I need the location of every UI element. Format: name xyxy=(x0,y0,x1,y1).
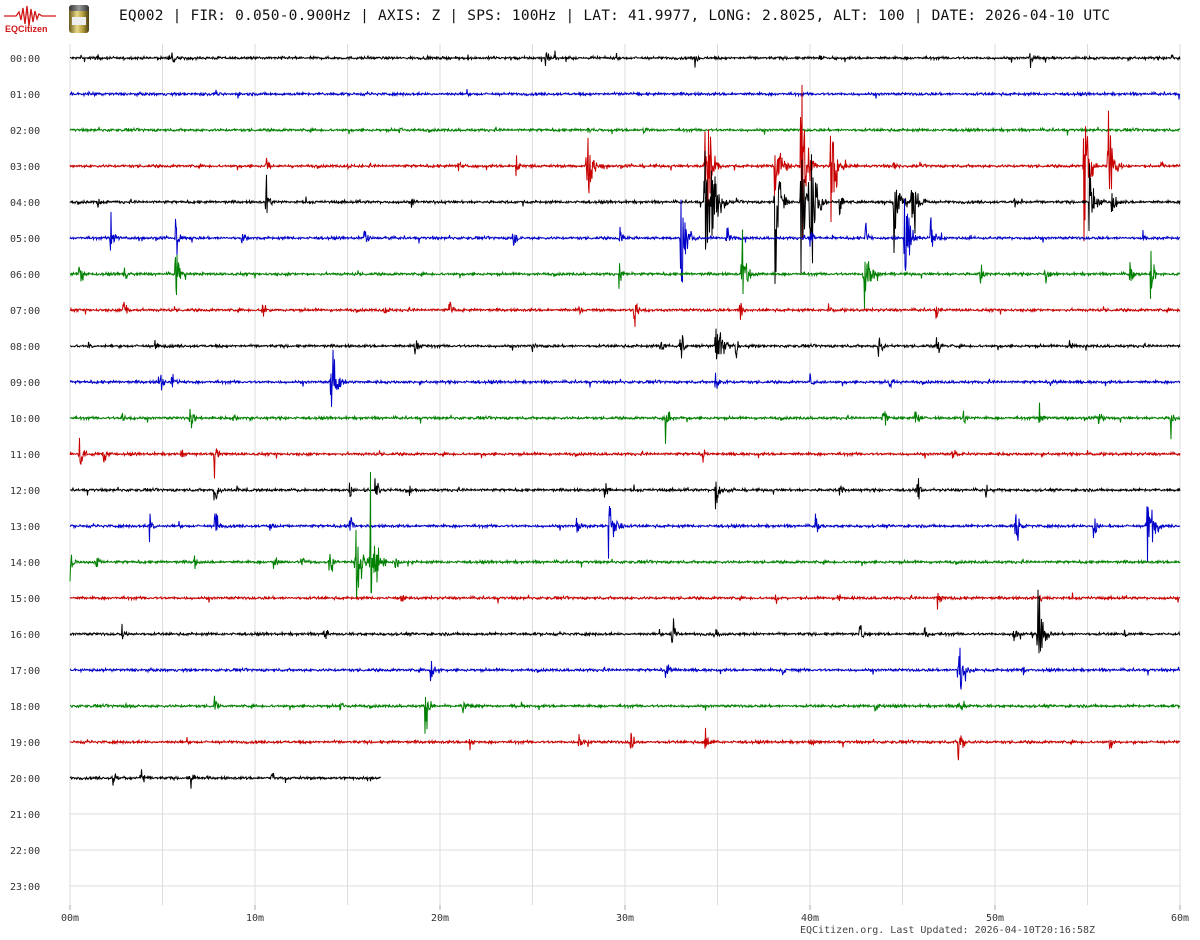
row-label: 17:00 xyxy=(10,666,40,677)
seismic-trace-0100 xyxy=(69,88,1181,100)
row-label: 09:00 xyxy=(10,378,40,389)
seismic-trace-1800 xyxy=(69,695,1181,734)
x-tick-label: 30m xyxy=(616,913,634,924)
row-label: 23:00 xyxy=(10,882,40,893)
seismic-trace-0300 xyxy=(69,84,1181,242)
waveform-logo-icon xyxy=(4,5,56,27)
seismic-trace-1900 xyxy=(69,727,1181,761)
row-label: 08:00 xyxy=(10,342,40,353)
row-label: 12:00 xyxy=(10,486,40,497)
row-label: 21:00 xyxy=(10,810,40,821)
row-label: 19:00 xyxy=(10,738,40,749)
row-label: 07:00 xyxy=(10,306,40,317)
row-label: 18:00 xyxy=(10,702,40,713)
seismic-trace-2000 xyxy=(69,769,381,789)
row-label: 22:00 xyxy=(10,846,40,857)
seismic-trace-1700 xyxy=(69,647,1181,690)
row-label: 03:00 xyxy=(10,162,40,173)
last-updated-footer: EQCitizen.org. Last Updated: 2026-04-10T… xyxy=(800,925,1096,936)
chart-title: EQ002 | FIR: 0.050-0.900Hz | AXIS: Z | S… xyxy=(119,8,1111,24)
x-tick-label: 40m xyxy=(801,913,819,924)
seismic-trace-1200 xyxy=(69,478,1181,510)
x-tick-label: 00m xyxy=(61,913,79,924)
seismic-trace-1000 xyxy=(69,402,1181,444)
row-label: 20:00 xyxy=(10,774,40,785)
row-label: 16:00 xyxy=(10,630,40,641)
seismic-trace-0600 xyxy=(69,229,1181,309)
seismic-trace-1500 xyxy=(69,592,1180,610)
seismic-trace-0800 xyxy=(70,328,1181,360)
row-label: 05:00 xyxy=(10,234,40,245)
x-tick-label: 60m xyxy=(1171,913,1189,924)
x-tick-label: 10m xyxy=(246,913,264,924)
x-tick-label: 50m xyxy=(986,913,1004,924)
row-label: 06:00 xyxy=(10,270,40,281)
row-label: 01:00 xyxy=(10,90,40,101)
seismic-trace-0000 xyxy=(69,50,1181,69)
row-label: 13:00 xyxy=(10,522,40,533)
seismic-trace-1100 xyxy=(69,437,1181,479)
seismic-trace-0900 xyxy=(69,349,1181,407)
seismometer-sensor-icon xyxy=(69,5,89,33)
row-label: 04:00 xyxy=(10,198,40,209)
seismic-trace-0700 xyxy=(69,301,1181,327)
row-label: 11:00 xyxy=(10,450,40,461)
row-label: 15:00 xyxy=(10,594,40,605)
row-label: 00:00 xyxy=(10,54,40,65)
row-label: 14:00 xyxy=(10,558,40,569)
seismic-trace-1600 xyxy=(69,589,1181,654)
eqcitizen-logo xyxy=(4,4,56,36)
row-label: 02:00 xyxy=(10,126,40,137)
logo-text: EQCitizen xyxy=(5,24,48,34)
row-label: 10:00 xyxy=(10,414,40,425)
x-tick-label: 20m xyxy=(431,913,449,924)
seismic-trace-0500 xyxy=(69,198,1181,283)
seismic-trace-0200 xyxy=(69,126,1181,136)
seismic-trace-0400 xyxy=(69,150,1181,284)
seismic-trace-1300 xyxy=(69,505,1181,562)
seismic-trace-1400 xyxy=(69,471,1181,599)
